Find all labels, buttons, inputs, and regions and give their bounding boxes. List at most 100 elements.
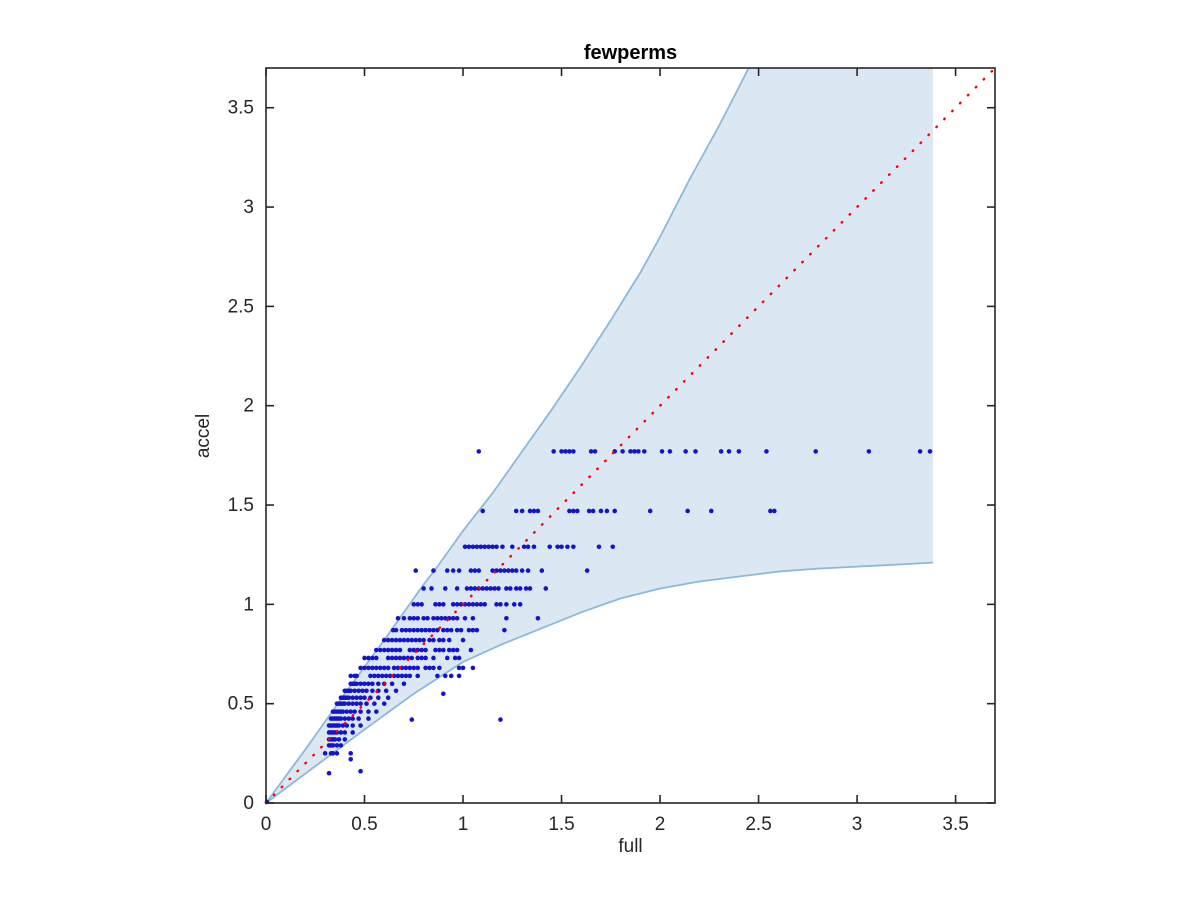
scatter-point xyxy=(462,615,468,621)
scatter-point xyxy=(441,637,446,643)
scatter-point xyxy=(340,709,346,714)
scatter-point xyxy=(620,449,625,454)
scatter-point xyxy=(517,602,523,607)
scatter-point xyxy=(415,665,421,671)
scatter-point xyxy=(407,665,413,671)
scatter-point xyxy=(476,449,482,454)
scatter-point xyxy=(425,615,430,621)
scatter-point xyxy=(362,695,367,701)
scatter-point xyxy=(403,673,409,679)
x-tick-label: 0.5 xyxy=(351,814,377,835)
scatter-point xyxy=(413,568,419,573)
scatter-point xyxy=(407,673,413,679)
scatter-point xyxy=(362,665,367,671)
scatter-point xyxy=(413,637,419,643)
scatter-point xyxy=(490,544,495,550)
scatter-point xyxy=(474,544,480,550)
scatter-point xyxy=(439,615,444,621)
scatter-point xyxy=(486,544,491,550)
y-tick-label: 1 xyxy=(243,594,254,615)
scatter-point xyxy=(866,449,872,454)
scatter-point xyxy=(409,637,415,643)
scatter-point xyxy=(385,665,391,671)
scatter-point xyxy=(366,665,371,671)
scatter-point xyxy=(389,681,395,687)
scatter-point xyxy=(362,681,367,687)
scatter-point xyxy=(354,673,359,679)
scatter-point xyxy=(708,508,714,514)
scatter-point xyxy=(519,568,525,573)
scatter-point xyxy=(437,665,442,671)
scatter-point xyxy=(393,688,399,694)
scatter-point xyxy=(370,655,375,661)
scatter-point xyxy=(358,681,363,687)
scatter-point xyxy=(409,717,415,722)
scatter-point xyxy=(366,709,371,714)
scatter-point xyxy=(539,568,545,573)
scatter-point xyxy=(571,508,576,514)
scatter-point xyxy=(527,586,533,591)
scatter-point xyxy=(326,770,332,776)
scatter-point xyxy=(571,544,576,550)
scatter-point xyxy=(372,673,377,679)
scatter-point xyxy=(421,586,426,591)
scatter-point xyxy=(330,743,336,748)
scatter-point xyxy=(346,695,352,701)
scatter-point xyxy=(338,730,344,735)
scatter-point xyxy=(571,449,576,454)
scatter-point xyxy=(356,688,361,694)
scatter-point xyxy=(411,665,417,671)
scatter-point xyxy=(376,695,381,701)
scatter-point xyxy=(592,449,598,454)
scatter-point xyxy=(385,655,391,661)
scatter-point xyxy=(395,615,401,621)
scatter-point xyxy=(358,768,363,774)
scatter-point xyxy=(598,508,604,514)
scatter-point xyxy=(460,665,466,671)
scatter-point xyxy=(460,637,466,643)
scatter-point xyxy=(506,568,511,573)
scatter-point xyxy=(354,701,359,706)
scatter-point xyxy=(362,655,367,661)
scatter-point xyxy=(531,508,537,514)
scatter-point xyxy=(364,701,369,706)
x-tick-label: 1 xyxy=(458,814,469,835)
scatter-point xyxy=(348,751,354,756)
scatter-point xyxy=(482,544,488,550)
scatter-point xyxy=(415,602,421,607)
scatter-point xyxy=(547,544,553,550)
scatter-point xyxy=(813,449,819,454)
scatter-point xyxy=(551,449,556,454)
scatter-point xyxy=(407,627,413,633)
scatter-point xyxy=(448,627,454,633)
scatter-point xyxy=(344,709,350,714)
scatter-point xyxy=(415,673,421,679)
scatter-point xyxy=(435,673,440,679)
scatter-point xyxy=(484,586,489,591)
scatter-point xyxy=(441,602,446,607)
scatter-point xyxy=(478,544,484,550)
x-tick-label: 2 xyxy=(655,814,666,835)
scatter-point xyxy=(334,743,340,748)
scatter-point xyxy=(927,449,933,454)
scatter-point xyxy=(374,709,379,714)
scatter-point xyxy=(350,716,355,721)
scatter-point xyxy=(419,655,424,661)
scatter-point xyxy=(358,665,363,671)
scatter-point xyxy=(446,647,452,653)
y-axis-label: accel xyxy=(193,413,214,459)
scatter-point xyxy=(628,449,633,454)
scatter-point xyxy=(385,647,391,653)
scatter-point xyxy=(411,615,417,621)
scatter-point xyxy=(379,673,385,679)
scatter-point xyxy=(346,701,352,706)
scatter-point xyxy=(366,681,371,687)
scatter-point xyxy=(381,647,387,653)
scatter-point xyxy=(350,695,355,701)
scatter-point xyxy=(397,637,403,643)
scatter-point xyxy=(456,568,462,573)
x-tick-label: 2.5 xyxy=(745,814,771,835)
scatter-point xyxy=(504,586,509,591)
scatter-point xyxy=(504,615,509,621)
x-tick-label: 3.5 xyxy=(942,814,968,835)
